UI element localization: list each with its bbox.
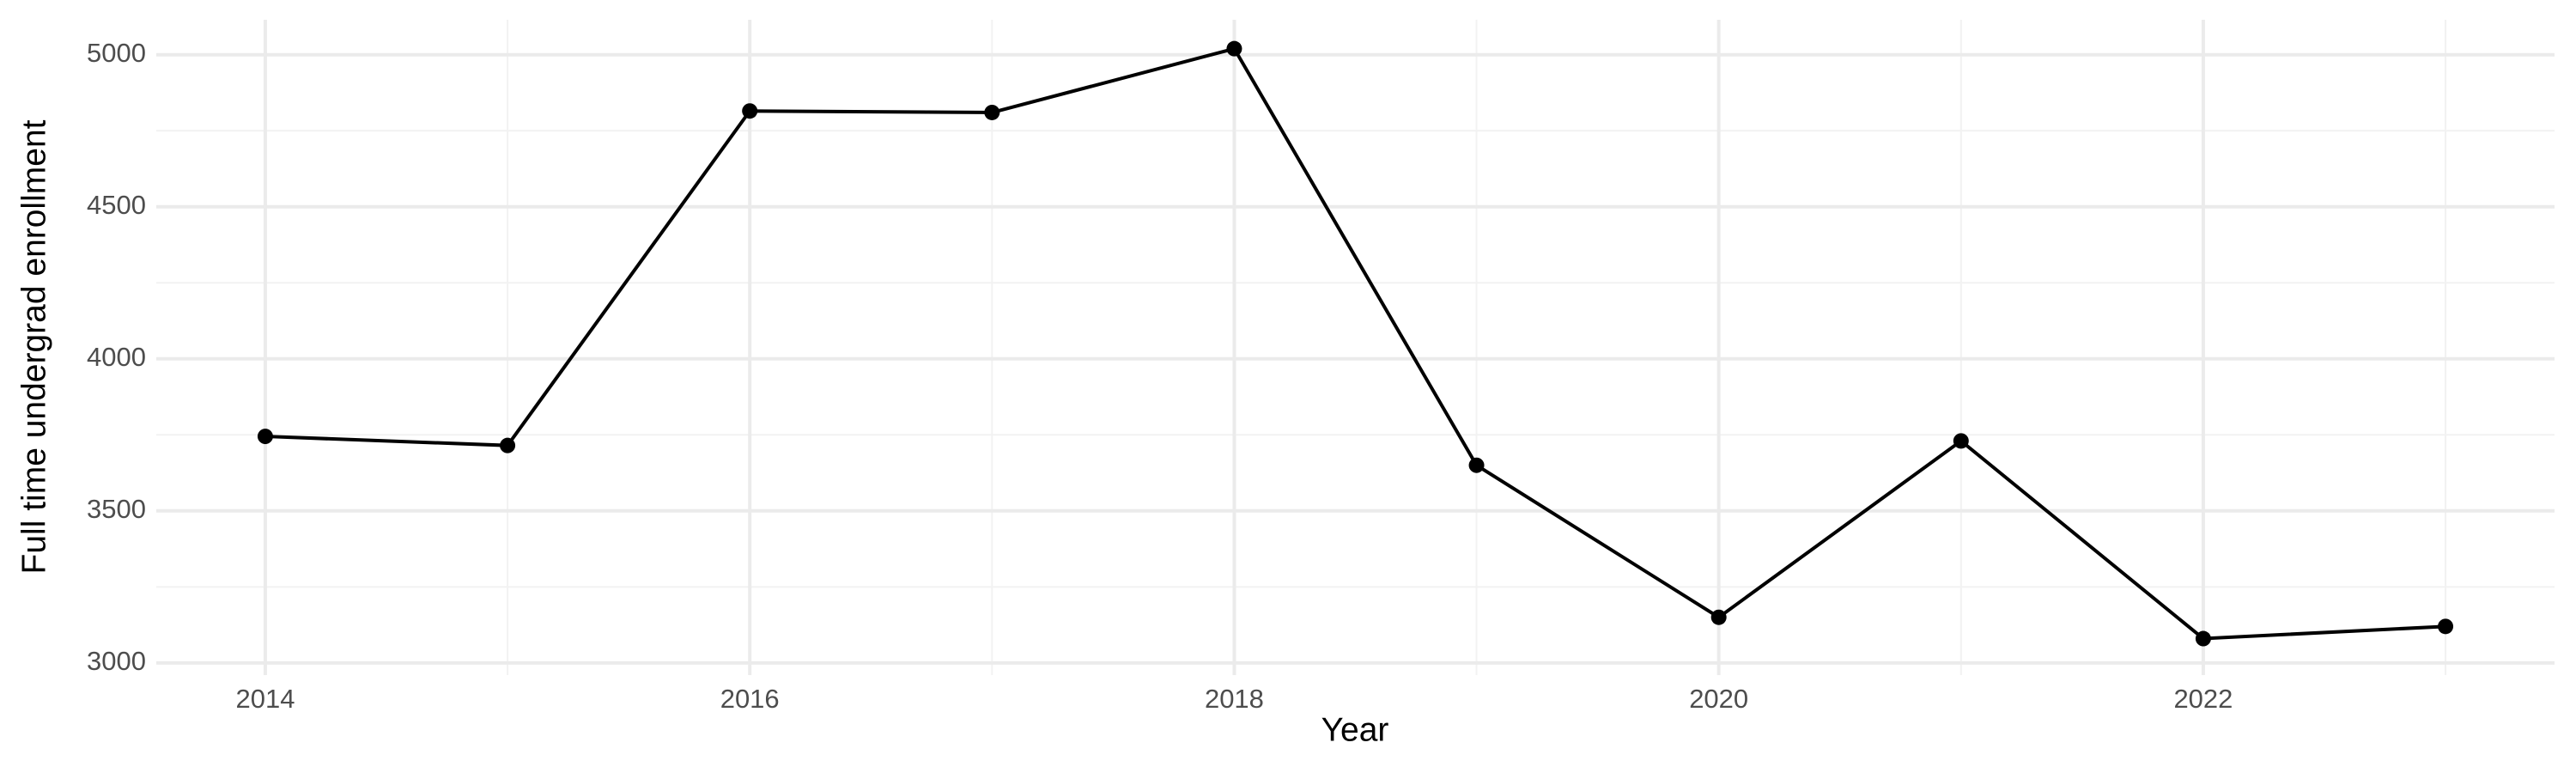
point (1710, 609, 1727, 625)
y-axis-title: Full time undergrad enrollment (15, 119, 52, 574)
x-axis-title: Year (1321, 711, 1389, 748)
y-tick-label: 3500 (87, 494, 146, 524)
point (257, 429, 273, 445)
point (1468, 457, 1485, 473)
point (2438, 618, 2454, 635)
line (264, 46, 2446, 641)
x-tick-label: 2018 (1205, 684, 1264, 714)
x-tick-label: 2020 (1689, 684, 1748, 714)
y-tick-label: 4500 (87, 190, 146, 220)
x-tick-label: 2022 (2173, 684, 2233, 714)
y-tick-label: 3000 (87, 646, 146, 676)
point (2195, 630, 2211, 647)
y-tick-label: 4000 (87, 342, 146, 372)
point (984, 104, 1000, 120)
y-tick-label: 5000 (87, 38, 146, 68)
point (1953, 433, 1969, 449)
point (742, 103, 758, 119)
x-tick-label: 2016 (720, 684, 780, 714)
x-tick-label: 2014 (235, 684, 295, 714)
point (1226, 40, 1242, 57)
point (500, 437, 516, 453)
